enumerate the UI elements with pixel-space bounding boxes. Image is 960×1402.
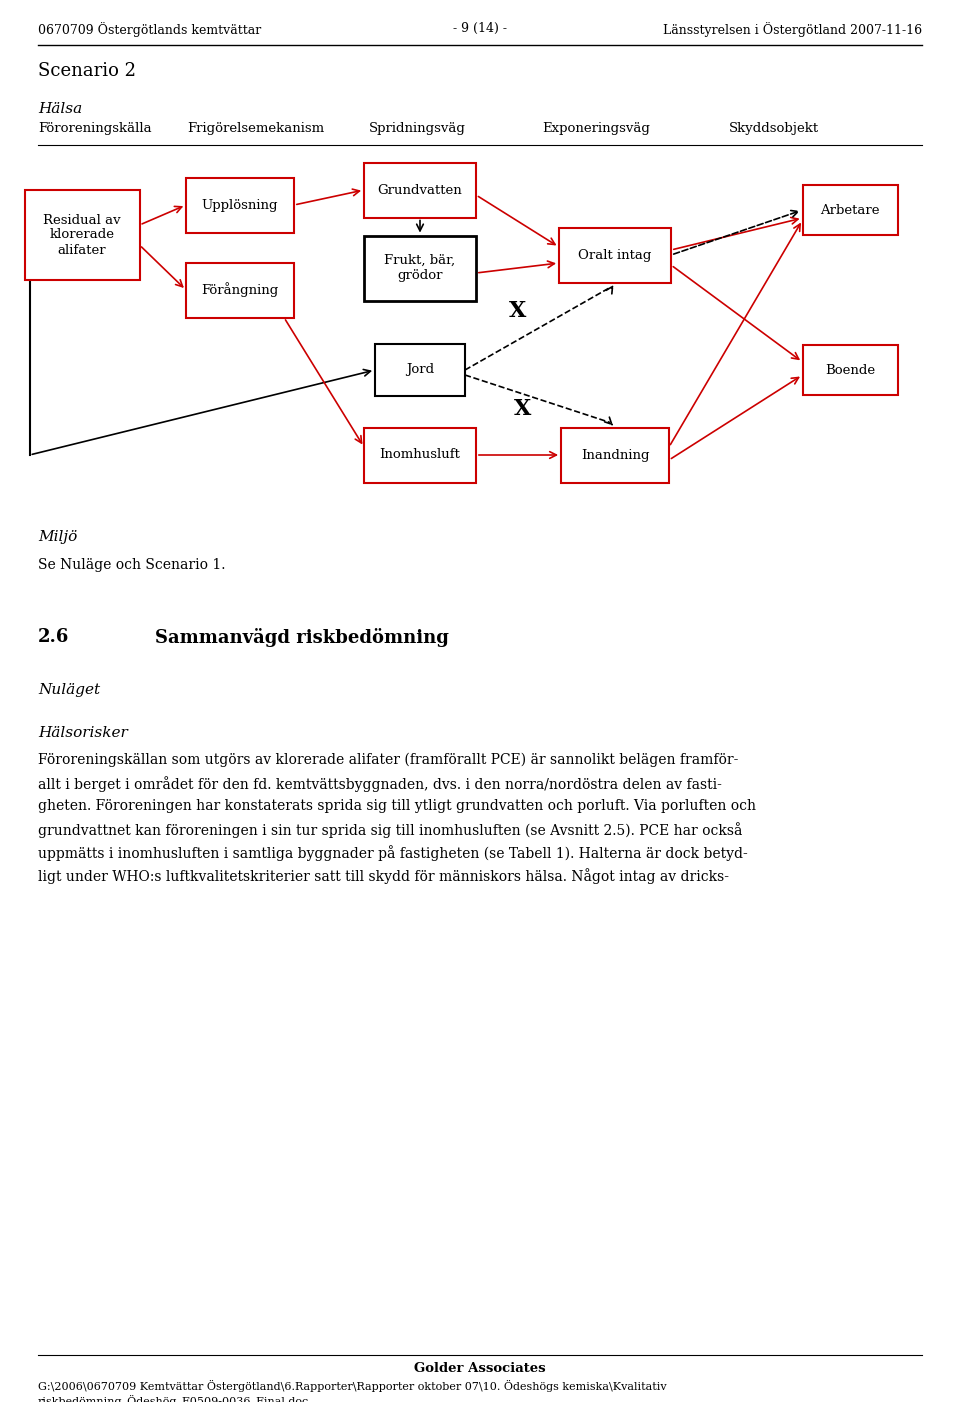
Text: Frukt, bär,
grödor: Frukt, bär, grödor bbox=[384, 254, 456, 282]
Text: Inomhusluft: Inomhusluft bbox=[379, 449, 461, 461]
Bar bbox=[25, 191, 139, 280]
Text: uppmätts i inomhusluften i samtliga byggnader på fastigheten (se Tabell 1). Halt: uppmätts i inomhusluften i samtliga bygg… bbox=[38, 845, 748, 861]
Text: Jord: Jord bbox=[406, 363, 434, 377]
Text: 2.6: 2.6 bbox=[38, 628, 69, 646]
Text: Föroreningskälla: Föroreningskälla bbox=[38, 122, 152, 135]
Text: 0670709 Östergötlands kemtvättar: 0670709 Östergötlands kemtvättar bbox=[38, 22, 261, 36]
Text: Se Nuläge och Scenario 1.: Se Nuläge och Scenario 1. bbox=[38, 558, 226, 572]
Bar bbox=[559, 227, 671, 282]
Text: Skyddsobjekt: Skyddsobjekt bbox=[729, 122, 819, 135]
Text: Förångning: Förångning bbox=[202, 283, 278, 297]
Bar bbox=[364, 428, 476, 482]
Text: G:\2006\0670709 Kemtvättar Östergötland\6.Rapporter\Rapporter oktober 07\10. Öde: G:\2006\0670709 Kemtvättar Östergötland\… bbox=[38, 1380, 666, 1392]
Bar bbox=[375, 343, 465, 395]
Text: Exponeringsväg: Exponeringsväg bbox=[542, 122, 650, 135]
Text: gheten. Föroreningen har konstaterats sprida sig till ytligt grundvatten och por: gheten. Föroreningen har konstaterats sp… bbox=[38, 799, 756, 813]
Bar bbox=[803, 345, 898, 395]
Text: riskbedömning_Ödeshög_F0509-0036_Final.doc: riskbedömning_Ödeshög_F0509-0036_Final.d… bbox=[38, 1394, 309, 1402]
Text: Länsstyrelsen i Östergötland 2007-11-16: Länsstyrelsen i Östergötland 2007-11-16 bbox=[662, 22, 922, 36]
Bar bbox=[364, 236, 476, 300]
Bar bbox=[186, 178, 294, 233]
Text: Hälsorisker: Hälsorisker bbox=[38, 726, 128, 740]
Text: Arbetare: Arbetare bbox=[820, 203, 879, 216]
Text: Spridningsväg: Spridningsväg bbox=[369, 122, 466, 135]
Text: Residual av
klorerade
alifater: Residual av klorerade alifater bbox=[43, 213, 121, 257]
Text: Upplösning: Upplösning bbox=[202, 199, 278, 212]
Text: Miljö: Miljö bbox=[38, 530, 77, 544]
Text: - 9 (14) -: - 9 (14) - bbox=[453, 22, 507, 35]
Bar bbox=[561, 428, 669, 482]
Bar bbox=[186, 262, 294, 317]
Bar bbox=[803, 185, 898, 236]
Text: ligt under WHO:s luftkvalitetskriterier satt till skydd för människors hälsa. Nå: ligt under WHO:s luftkvalitetskriterier … bbox=[38, 868, 729, 883]
Text: X: X bbox=[514, 398, 531, 419]
Text: Inandning: Inandning bbox=[581, 449, 649, 461]
Text: Föroreningskällan som utgörs av klorerade alifater (framförallt PCE) är sannolik: Föroreningskällan som utgörs av klorerad… bbox=[38, 753, 738, 767]
Text: Frigörelsemekanism: Frigörelsemekanism bbox=[187, 122, 324, 135]
Text: grundvattnet kan föroreningen i sin tur sprida sig till inomhusluften (se Avsnit: grundvattnet kan föroreningen i sin tur … bbox=[38, 822, 742, 838]
Text: allt i berget i området för den fd. kemtvättsbyggnaden, dvs. i den norra/nordöst: allt i berget i området för den fd. kemt… bbox=[38, 775, 722, 792]
Text: X: X bbox=[509, 300, 526, 322]
Text: Nuläget: Nuläget bbox=[38, 683, 100, 697]
Text: Golder Associates: Golder Associates bbox=[414, 1361, 546, 1375]
Text: Scenario 2: Scenario 2 bbox=[38, 62, 136, 80]
Text: Grundvatten: Grundvatten bbox=[377, 184, 463, 196]
Text: Sammanvägd riskbedömning: Sammanvägd riskbedömning bbox=[155, 628, 449, 646]
Text: Hälsa: Hälsa bbox=[38, 102, 83, 116]
Bar bbox=[364, 163, 476, 217]
Text: Boende: Boende bbox=[825, 363, 876, 377]
Text: Oralt intag: Oralt intag bbox=[578, 248, 652, 262]
